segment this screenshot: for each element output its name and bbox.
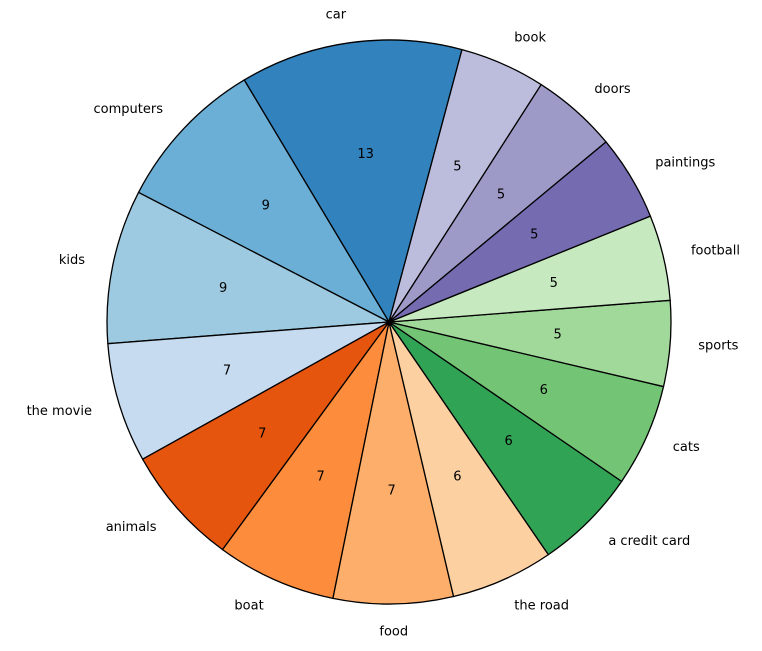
pie-slices (106, 39, 672, 605)
pie-slice-book (388, 48, 542, 323)
pie-value-label: 9 (219, 281, 227, 296)
pie-category-label: doors (594, 82, 631, 97)
pie-category-label: cats (673, 440, 700, 455)
pie-value-label: 5 (453, 160, 461, 175)
pie-value-label: 13 (357, 147, 374, 162)
pie-slice-animals (141, 321, 390, 551)
pie-value-label: 7 (387, 484, 395, 499)
pie-category-label: a credit card (608, 534, 690, 549)
pie-category-labels: car computers kids the movie animals boat food… (27, 7, 740, 639)
pie-value-label: 7 (317, 469, 325, 484)
pie-value-labels: 13 9 9 7 7 7 7 6 6 6 5 5 5 5 5 (219, 147, 562, 499)
pie-category-label: the road (514, 598, 569, 613)
pie-category-label: computers (94, 102, 164, 117)
pie-value-label: 6 (540, 383, 548, 398)
pie-slice-boat (221, 321, 390, 600)
pie-value-label: 7 (258, 427, 266, 442)
pie-value-label: 9 (262, 199, 270, 214)
pie-value-label: 5 (530, 228, 538, 243)
pie-value-label: 5 (550, 276, 558, 291)
pie-slice-the-movie (107, 321, 390, 460)
pie-category-label: paintings (655, 155, 715, 170)
pie-category-label: animals (106, 520, 157, 535)
pie-slice-kids (106, 191, 390, 345)
pie-value-label: 5 (554, 328, 562, 343)
pie-category-label: football (691, 243, 740, 258)
pie-value-label: 5 (497, 188, 505, 203)
pie-category-label: food (379, 625, 408, 640)
pie-value-label: 6 (504, 434, 512, 449)
pie-category-label: sports (698, 338, 738, 353)
pie-slice-food (332, 321, 455, 605)
pie-value-label: 6 (453, 469, 461, 484)
pie-category-label: car (326, 7, 347, 22)
pie-category-label: boat (234, 598, 263, 613)
pie-category-label: book (514, 31, 546, 46)
pie-slice-computers (137, 79, 390, 323)
pie-category-label: the movie (27, 404, 92, 419)
pie-category-label: kids (59, 253, 85, 268)
pie-value-label: 7 (223, 363, 231, 378)
